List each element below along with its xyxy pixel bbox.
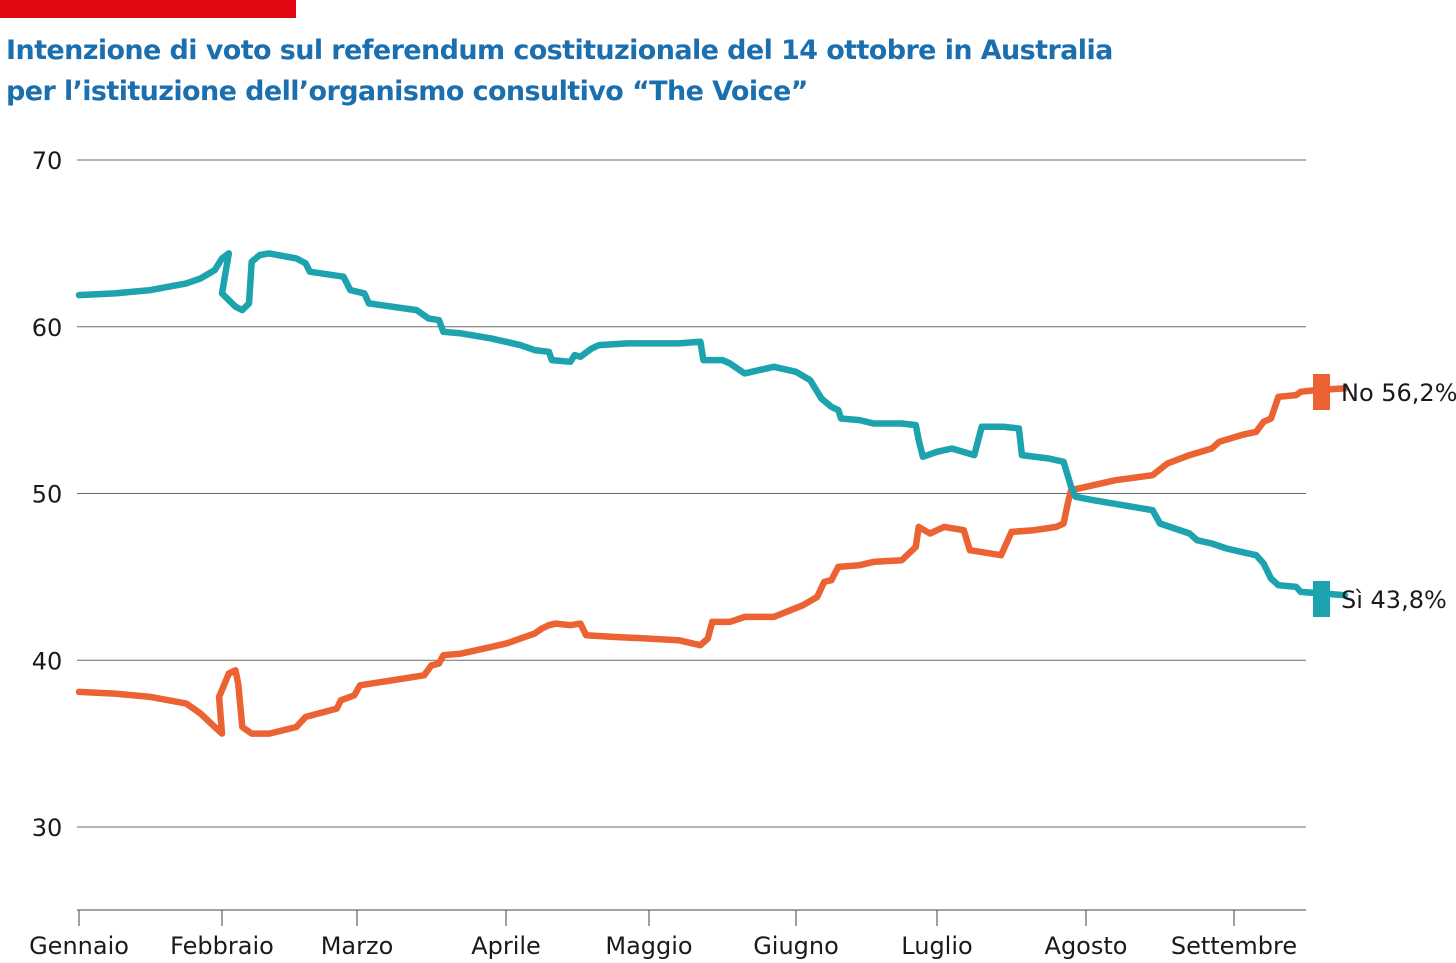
x-axis: Gennaio Febbraio Marzo Aprile Maggio Giugno Lu…	[29, 909, 1306, 960]
x-tick-label-0: Gennaio	[29, 932, 129, 960]
y-tick-label-60: 60	[32, 314, 63, 342]
x-tick-label-1: Febbraio	[170, 932, 274, 960]
end-label-0: No 56,2%	[1341, 379, 1456, 407]
y-tick-label-40: 40	[32, 647, 63, 675]
y-tick-label-70: 70	[32, 147, 63, 175]
x-tick-label-8: Settembre	[1171, 932, 1297, 960]
y-tick-label-30: 30	[32, 814, 63, 842]
legend-marker-0	[1313, 374, 1330, 410]
series-lines	[75, 250, 1349, 737]
series-line-0	[75, 385, 1349, 737]
x-tick-label-4: Maggio	[605, 932, 692, 960]
end-label-1: Sì 43,8%	[1341, 586, 1447, 614]
x-tick-label-2: Marzo	[321, 932, 394, 960]
x-tick-label-6: Luglio	[901, 932, 972, 960]
x-tick-label-5: Giugno	[753, 932, 839, 960]
grid-lines	[77, 159, 1306, 828]
title-line-2: per l’istituzione dell’organismo consult…	[6, 76, 808, 107]
end-labels: No 56,2% Sì 43,8%	[1313, 374, 1456, 617]
x-tick-label-3: Aprile	[471, 932, 541, 960]
y-tick-label-50: 50	[32, 481, 63, 509]
x-tick-label-7: Agosto	[1045, 932, 1128, 960]
legend-marker-1	[1313, 581, 1330, 617]
y-axis-tick-labels: 30 40 50 60 70	[32, 147, 63, 842]
chart-title: Intenzione di voto sul referendum costit…	[6, 30, 1113, 112]
series-line-1	[75, 250, 1349, 599]
accent-bar	[0, 0, 296, 18]
title-line-1: Intenzione di voto sul referendum costit…	[6, 35, 1113, 66]
